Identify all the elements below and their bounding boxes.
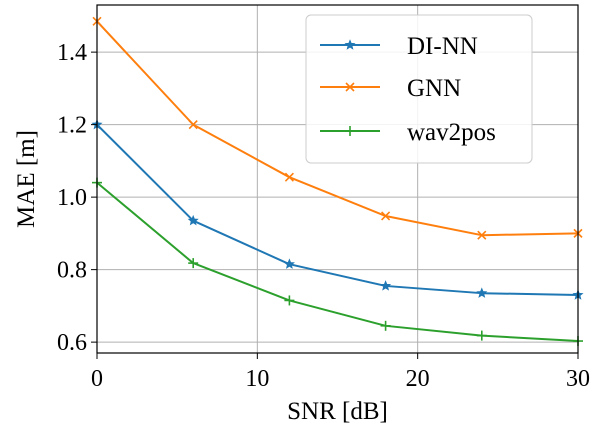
legend-entry-di-nn: DI-NN (320, 33, 478, 60)
series-line-wav2pos (96, 181, 579, 343)
y-tick-label-1: 0.8 (57, 258, 87, 284)
plot-frame (96, 4, 579, 354)
x-tick-label-3: 30 (566, 366, 590, 392)
legend: DI-NN GNN wav2pos (305, 14, 533, 164)
series-wav2pos (92, 177, 583, 347)
series-line-di-nn (96, 123, 579, 296)
series-line-gnn (96, 20, 579, 237)
point-di-nn-1 (187, 214, 199, 226)
legend-marker-wav2pos (345, 126, 355, 136)
y-tick-label-3: 1.2 (57, 113, 87, 139)
x-axis-label: SNR [dB] (287, 398, 388, 425)
legend-entry-wav2pos: wav2pos (320, 119, 496, 146)
point-gnn-2 (284, 172, 294, 182)
axis-ticks: 0 10 20 30 0.6 0.8 1.0 1.2 1.4 (57, 40, 590, 392)
y-tick-label-0: 0.6 (57, 330, 87, 356)
series-layer (91, 16, 584, 347)
point-wav2pos-4 (476, 330, 487, 341)
point-wav2pos-3 (380, 320, 391, 331)
point-di-nn-3 (380, 280, 392, 291)
legend-label-di-nn: DI-NN (407, 33, 478, 60)
legend-marker-di-nn (344, 39, 356, 50)
point-gnn-4 (477, 230, 487, 240)
point-wav2pos-2 (284, 295, 295, 306)
point-gnn-1 (188, 120, 198, 130)
point-wav2pos-1 (188, 258, 199, 269)
x-tick-label-1: 10 (245, 366, 269, 392)
legend-label-gnn: GNN (407, 75, 461, 102)
point-di-nn-4 (476, 287, 488, 298)
x-tick-label-2: 20 (406, 366, 430, 392)
legend-box (305, 14, 533, 164)
y-tick-label-2: 1.0 (57, 185, 87, 211)
legend-marker-gnn (345, 82, 355, 92)
legend-label-wav2pos: wav2pos (407, 119, 496, 146)
legend-entry-gnn: GNN (320, 75, 461, 102)
y-tick-label-4: 1.4 (57, 40, 87, 66)
y-axis-label: MAE [m] (13, 130, 40, 228)
point-gnn-3 (381, 211, 391, 221)
point-di-nn-2 (283, 258, 295, 269)
x-tick-label-0: 0 (91, 366, 103, 392)
